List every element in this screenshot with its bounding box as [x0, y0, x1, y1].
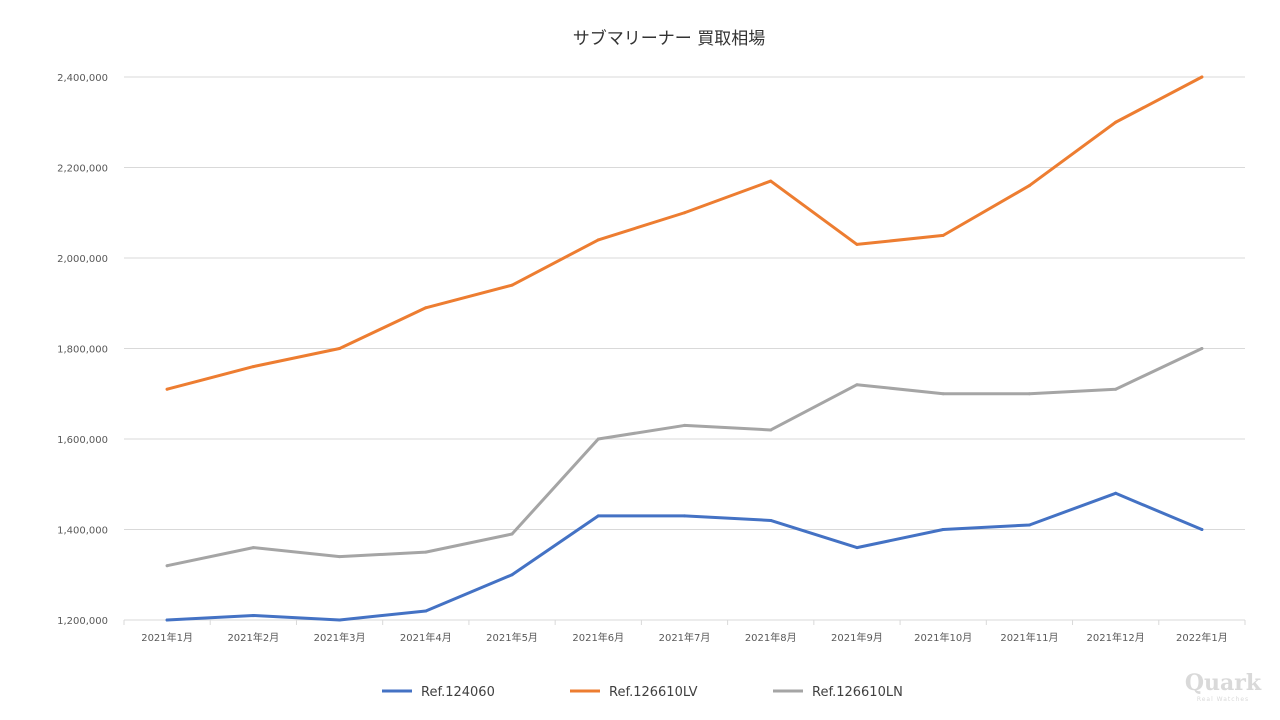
data-point — [424, 550, 428, 554]
x-tick-label: 2021年10月 — [914, 631, 972, 644]
x-tick-label: 2021年4月 — [400, 631, 452, 644]
data-point — [424, 609, 428, 613]
x-axis: 2021年1月 2021年2月 2021年3月 2021年4月 2021年5月 2021年… — [123, 619, 1246, 644]
legend: Ref.124060 Ref.126610LV Ref.126610LN — [382, 685, 903, 700]
data-point — [1114, 120, 1118, 124]
data-point — [941, 528, 945, 531]
y-tick-label: 1,600,000 — [57, 435, 108, 446]
data-point — [1027, 184, 1031, 188]
x-tick-label: 2021年1月 — [141, 631, 193, 644]
x-tick-label: 2021年11月 — [1000, 631, 1058, 644]
legend-item-2: Ref.126610LV — [570, 685, 698, 700]
series-line-1 — [165, 491, 1204, 622]
series-line-3 — [165, 347, 1204, 568]
data-point — [165, 564, 169, 568]
y-tick-label: 2,200,000 — [57, 164, 108, 175]
series-line-2 — [165, 75, 1204, 391]
data-point — [941, 233, 945, 237]
data-point — [1027, 523, 1031, 527]
data-point — [855, 546, 859, 550]
data-point — [683, 211, 686, 215]
legend-item-3: Ref.126610LN — [773, 685, 903, 700]
x-tick-label: 2021年12月 — [1087, 631, 1145, 644]
x-tick-label: 2021年6月 — [572, 631, 624, 644]
y-axis: 1,200,000 1,400,000 1,600,000 1,800,000 2,00… — [57, 73, 108, 627]
x-tick-label: 2022年1月 — [1176, 631, 1228, 644]
y-tick-label: 1,400,000 — [57, 526, 108, 537]
data-point — [855, 242, 859, 246]
y-tick-label: 1,800,000 — [57, 345, 108, 356]
data-point — [855, 383, 859, 387]
data-point — [251, 613, 255, 617]
data-point — [1027, 392, 1031, 396]
series-lines — [165, 75, 1204, 622]
data-point — [941, 392, 945, 396]
x-tick-label: 2021年5月 — [486, 631, 538, 644]
data-point — [338, 555, 342, 559]
data-point — [1200, 528, 1204, 531]
data-point — [510, 532, 514, 536]
y-tick-label: 2,400,000 — [57, 73, 108, 84]
data-point — [769, 179, 773, 183]
data-point — [424, 306, 428, 310]
y-tick-label: 2,000,000 — [57, 254, 108, 265]
data-point — [165, 387, 169, 391]
x-tick-label: 2021年7月 — [659, 631, 711, 644]
data-point — [769, 428, 773, 432]
legend-label: Ref.124060 — [421, 685, 495, 700]
data-point — [251, 365, 255, 369]
data-point — [596, 437, 600, 441]
data-point — [510, 283, 514, 287]
legend-item-1: Ref.124060 — [382, 685, 495, 700]
data-point — [683, 423, 686, 427]
legend-label: Ref.126610LV — [609, 685, 698, 700]
watermark-brand: Quark — [1185, 670, 1262, 696]
data-point — [596, 514, 600, 518]
x-tick-label: 2021年2月 — [227, 631, 279, 644]
watermark-logo: Quark Real Watches — [1185, 670, 1262, 703]
data-point — [683, 514, 686, 518]
data-point — [510, 573, 514, 577]
data-point — [1200, 75, 1204, 79]
gridlines — [124, 76, 1245, 621]
x-tick-label: 2021年8月 — [745, 631, 797, 644]
x-tick-label: 2021年9月 — [831, 631, 883, 644]
x-tick-label: 2021年3月 — [314, 631, 366, 644]
data-point — [1114, 491, 1118, 495]
data-point — [165, 618, 169, 622]
data-point — [251, 546, 255, 550]
chart-title: サブマリーナー 買取相場 — [573, 28, 765, 49]
legend-label: Ref.126610LN — [812, 685, 903, 700]
data-point — [1114, 387, 1118, 391]
y-tick-label: 1,200,000 — [57, 616, 108, 627]
data-point — [338, 347, 342, 350]
data-point — [596, 238, 600, 242]
data-point — [338, 618, 342, 622]
data-point — [1200, 347, 1204, 350]
watermark-tagline: Real Watches — [1197, 696, 1249, 703]
data-point — [769, 518, 773, 522]
